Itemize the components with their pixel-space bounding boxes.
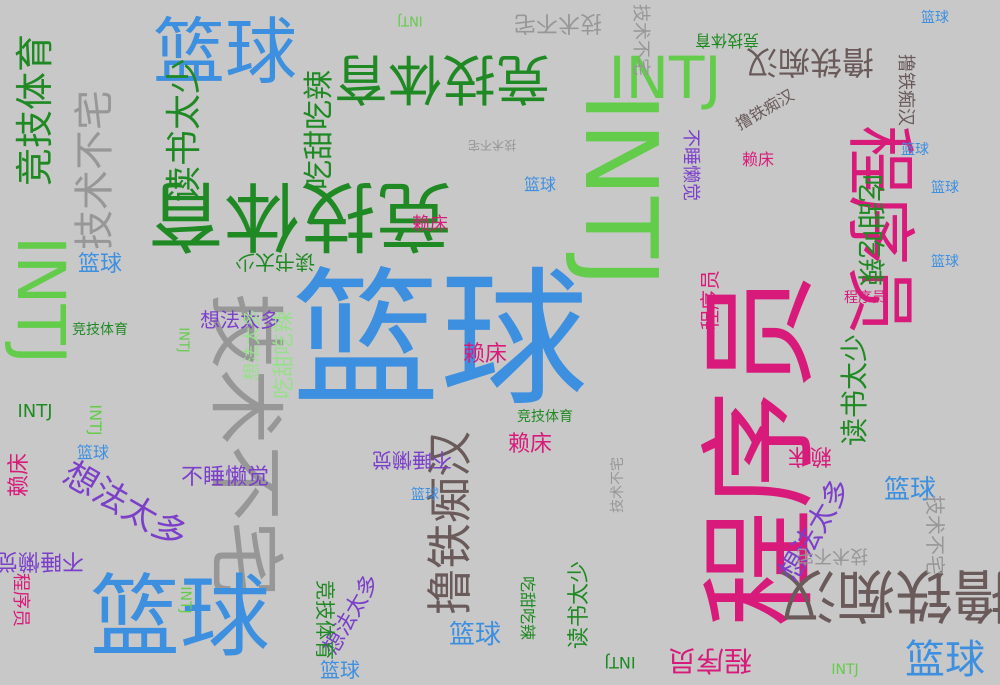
word-tech-geek-s4: 技术不宅 <box>796 545 868 566</box>
word-basketball-right-bottom: 篮球 <box>905 637 985 683</box>
word-no-sleep-4: 不睡懒觉 <box>680 129 701 201</box>
word-reading-s1: 读书太少 <box>567 560 592 650</box>
word-ideas-left: 想法太多 <box>56 453 194 557</box>
word-reading-left: 读书太少 <box>164 57 205 203</box>
word-basketball-6: 篮球 <box>921 10 949 26</box>
word-intj-s4: INTJ <box>177 586 193 614</box>
word-iron-topright: 撸铁痴汉 <box>745 43 875 81</box>
word-sweet-spicy-s1: 吃甜吃辣 <box>518 575 537 641</box>
word-lazy-bed-4: 赖床 <box>7 452 32 498</box>
word-basketball-2: 篮球 <box>448 620 502 650</box>
word-intj-left: INTJ <box>2 235 79 365</box>
word-no-sleep-1: 不睡懒觉 <box>180 465 270 490</box>
word-programmer-lower: 程序员 <box>667 644 753 677</box>
word-intj-top: INTJ <box>608 44 722 112</box>
word-basketball-7: 篮球 <box>901 142 929 158</box>
word-intj-s6: INTJ <box>397 12 423 28</box>
word-iron-s1: 撸铁痴汉 <box>895 54 916 126</box>
word-no-sleep-2: 不睡懒觉 <box>372 448 452 472</box>
word-basketball-11: 篮球 <box>411 487 439 503</box>
word-sports-left: 竞技体育 <box>13 33 57 187</box>
word-tech-geek-s3: 技术不宅 <box>923 495 947 575</box>
word-lazy-bed-1: 赖床 <box>412 214 448 235</box>
word-programmer-s1: 程序员 <box>698 270 722 330</box>
word-sports-top: 竞技体育 <box>334 47 550 110</box>
word-tech-geek-s5: 技术不宅 <box>610 457 626 513</box>
word-sweet-spicy-top: 吃甜吃辣 <box>302 70 337 190</box>
word-intj-s2: INTJ <box>604 653 636 672</box>
word-sports-s4: 竞技体育 <box>694 31 760 50</box>
word-tech-geek-s6: 技术不宅 <box>467 138 517 152</box>
word-reading-right: 读书太少 <box>838 333 871 447</box>
word-iron-right: 撸铁痴汉 <box>778 561 1000 629</box>
word-reading-s2: 读书太少 <box>235 250 315 274</box>
word-basketball-top: 篮球 <box>152 10 298 94</box>
word-intj-s1: INTJ <box>17 401 53 422</box>
word-no-sleep-3: 不睡懒觉 <box>0 548 85 573</box>
word-basketball-main: 篮球 <box>292 254 588 426</box>
word-sports-s1: 竞技体育 <box>313 580 337 660</box>
word-ideas-lime: 想法太多 <box>242 309 263 381</box>
word-intj-s5: INTJ <box>831 662 859 678</box>
word-tech-geek-s1: 技术不宅 <box>513 10 603 35</box>
word-basketball-3: 篮球 <box>883 475 937 505</box>
word-basketball-8: 篮球 <box>931 180 959 196</box>
word-sports-s2: 竞技体育 <box>72 322 128 338</box>
word-tech-geek-s2: 技术不宅 <box>630 4 651 76</box>
word-basketball-bottom: 篮球 <box>90 565 270 670</box>
word-sweet-spicy-lime: 吃甜吃辣 <box>272 310 297 400</box>
word-basketball-9: 篮球 <box>931 254 959 270</box>
word-intj-main: INTJ <box>562 92 679 288</box>
word-lazy-bed-2: 赖床 <box>462 342 508 367</box>
word-basketball-10: 篮球 <box>76 443 110 462</box>
word-lazy-bed-3: 赖床 <box>507 432 553 457</box>
word-ideas-s1: 想法太多 <box>200 308 280 332</box>
word-iron-s2: 撸铁痴汉 <box>732 85 798 134</box>
word-sports-s3: 竞技体育 <box>517 409 573 425</box>
word-basketball-4: 篮球 <box>320 658 360 682</box>
word-basketball-5: 篮球 <box>523 175 557 194</box>
word-programmer-s3: 程序员 <box>844 290 886 306</box>
word-sweet-spicy-right: 吃甜吃辣 <box>854 173 887 287</box>
word-intj-s7: INTJ <box>175 327 191 353</box>
word-lazy-bed-6: 赖床 <box>787 443 833 468</box>
word-intj-s3: INTJ <box>86 404 105 436</box>
word-lazy-bed-5: 赖床 <box>741 150 775 169</box>
word-basketball-1: 篮球 <box>77 252 123 277</box>
word-tech-geek-left: 技术不宅 <box>72 90 118 250</box>
word-programmer-s2: 程序员 <box>10 573 31 627</box>
